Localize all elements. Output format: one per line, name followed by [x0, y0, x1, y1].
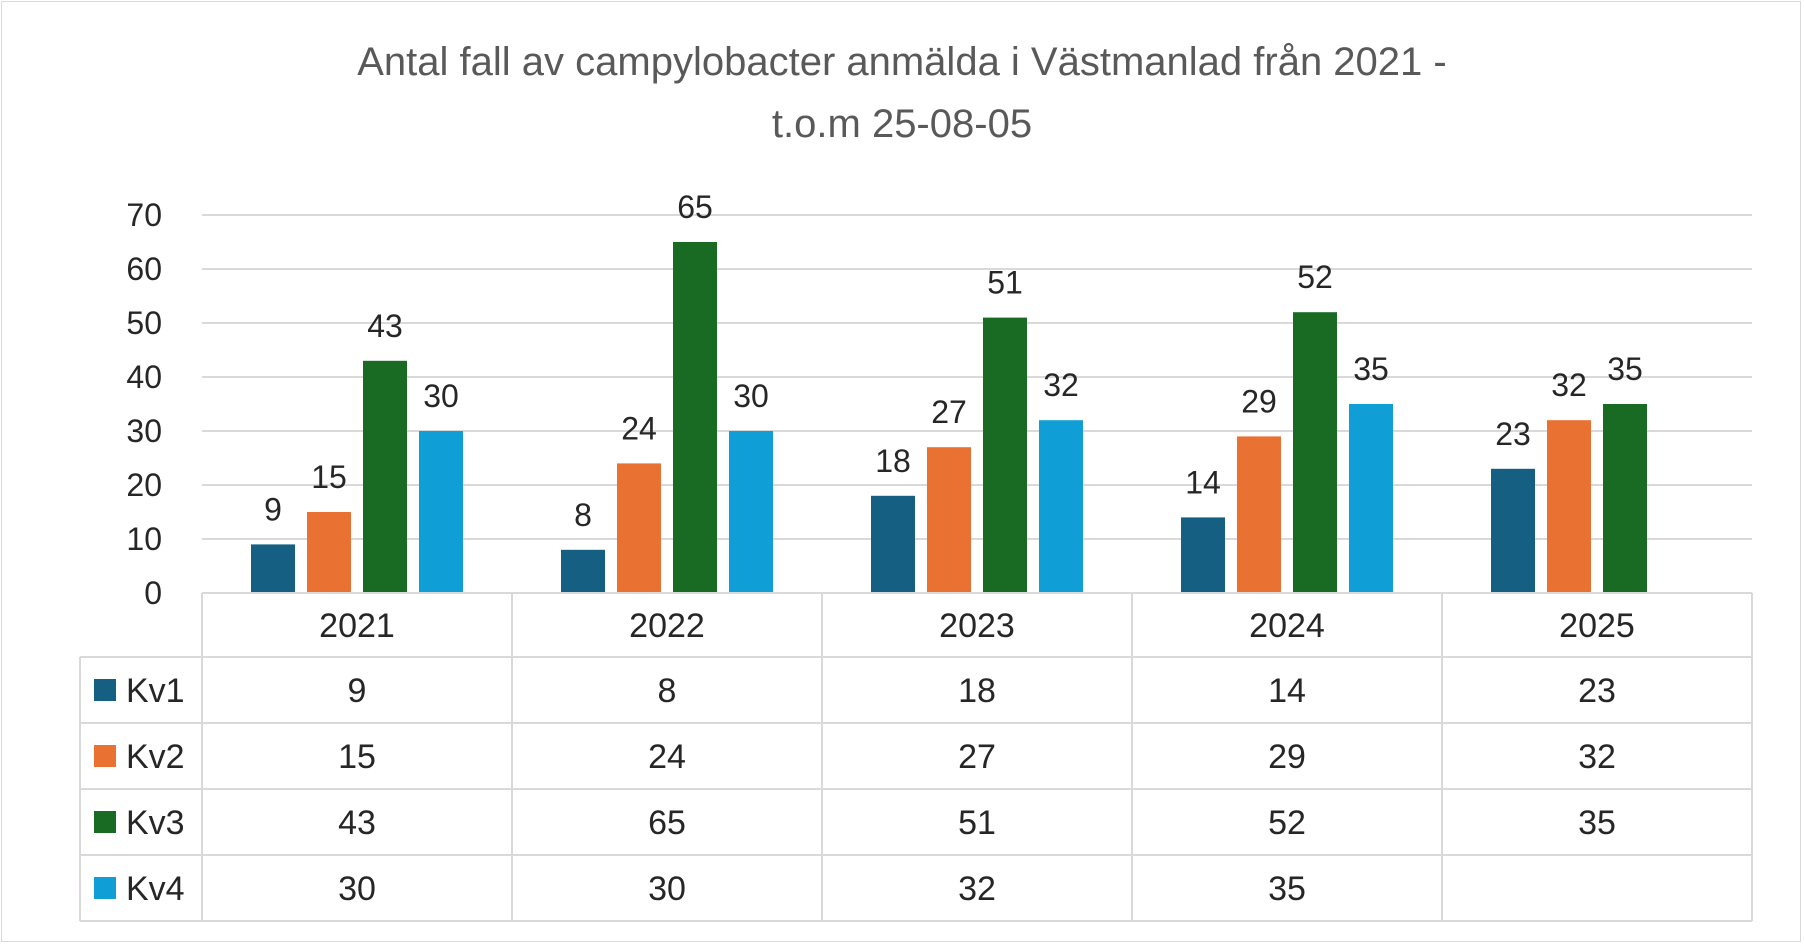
table-cell-value: 8	[658, 672, 677, 710]
bar-kv1-2021	[251, 544, 295, 593]
legend-series-name: Kv1	[126, 672, 185, 710]
y-tick-label: 60	[126, 251, 162, 287]
y-tick-label: 50	[126, 305, 162, 341]
table-cell-value: 15	[338, 738, 376, 776]
data-label: 32	[1551, 367, 1587, 403]
bar-kv1-2023	[871, 495, 915, 593]
table-cell-value: 51	[958, 804, 996, 842]
bar-kv2-2022	[617, 463, 661, 593]
bar-kv2-2023	[927, 447, 971, 593]
y-tick-label: 40	[126, 359, 162, 395]
table-cell-value: 29	[1268, 738, 1306, 776]
y-tick-label: 20	[126, 467, 162, 503]
table-cell-value: 35	[1578, 804, 1616, 842]
legend-key-kv2	[94, 745, 116, 767]
table-cell-value: 18	[958, 672, 996, 710]
data-label: 35	[1607, 351, 1643, 387]
data-label: 30	[733, 378, 769, 414]
bar-kv2-2025	[1547, 420, 1591, 593]
chart-title-line-1: Antal fall av campylobacter anmälda i Vä…	[357, 40, 1447, 84]
bar-kv4-2021	[419, 431, 463, 593]
table-cell-value: 14	[1268, 672, 1306, 710]
data-label: 23	[1495, 416, 1531, 452]
data-label: 9	[264, 491, 282, 527]
data-label: 18	[875, 443, 911, 479]
data-label: 51	[987, 265, 1023, 301]
y-tick-label: 30	[126, 413, 162, 449]
y-tick-label: 0	[144, 575, 162, 611]
legend-key-kv3	[94, 811, 116, 833]
legend-series-name: Kv4	[126, 870, 185, 908]
data-label: 27	[931, 394, 967, 430]
x-category-label: 2021	[319, 607, 395, 645]
table-cell-value: 23	[1578, 672, 1616, 710]
bar-kv4-2022	[729, 431, 773, 593]
data-label: 14	[1185, 464, 1221, 500]
table-cell-value: 27	[958, 738, 996, 776]
data-label: 32	[1043, 367, 1079, 403]
legend-series-name: Kv2	[126, 738, 185, 776]
y-tick-label: 70	[126, 197, 162, 233]
table-cell-value: 32	[1578, 738, 1616, 776]
legend-key-kv4	[94, 877, 116, 899]
x-category-label: 2023	[939, 607, 1015, 645]
table-cell-value: 65	[648, 804, 686, 842]
chart-title-line-2: t.o.m 25-08-05	[771, 102, 1033, 146]
table-cell-value: 30	[338, 870, 376, 908]
legend-key-kv1	[94, 679, 116, 701]
bar-kv4-2023	[1039, 420, 1083, 593]
y-tick-label: 10	[126, 521, 162, 557]
table-cell-value: 24	[648, 738, 686, 776]
table-cell-value: 52	[1268, 804, 1306, 842]
bar-kv2-2024	[1237, 436, 1281, 593]
x-category-label: 2025	[1559, 607, 1635, 645]
data-label: 35	[1353, 351, 1389, 387]
bar-kv1-2024	[1181, 517, 1225, 593]
data-label: 65	[677, 189, 713, 225]
table-cell-value: 43	[338, 804, 376, 842]
table-cell-value: 35	[1268, 870, 1306, 908]
data-label: 8	[574, 497, 592, 533]
bar-kv3-2024	[1293, 312, 1337, 593]
table-cell-value: 30	[648, 870, 686, 908]
bar-kv3-2023	[983, 317, 1027, 593]
x-category-label: 2022	[629, 607, 705, 645]
table-cell-value: 9	[348, 672, 367, 710]
bar-kv1-2022	[561, 549, 605, 593]
table-cell-value: 32	[958, 870, 996, 908]
data-label: 52	[1297, 259, 1333, 295]
x-category-label: 2024	[1249, 607, 1325, 645]
bar-kv3-2025	[1603, 404, 1647, 593]
bar-kv4-2024	[1349, 404, 1393, 593]
data-label: 29	[1241, 383, 1277, 419]
data-label: 30	[423, 378, 459, 414]
data-label: 43	[367, 308, 403, 344]
bar-kv1-2025	[1491, 468, 1535, 593]
data-label: 24	[621, 410, 657, 446]
legend-series-name: Kv3	[126, 804, 185, 842]
bar-kv3-2021	[363, 360, 407, 593]
data-label: 15	[311, 459, 347, 495]
bar-kv2-2021	[307, 512, 351, 593]
bar-kv3-2022	[673, 242, 717, 593]
